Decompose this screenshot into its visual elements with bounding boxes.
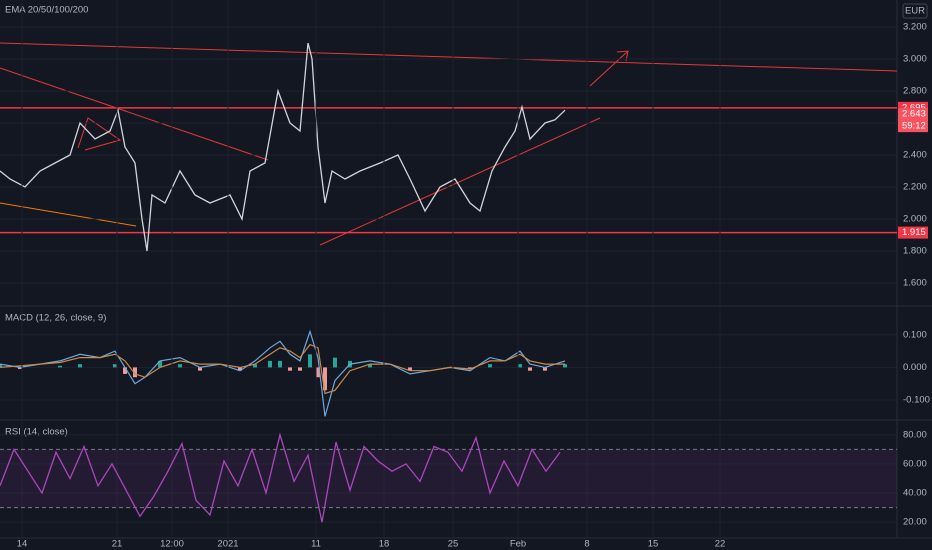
x-tick-label: 21 bbox=[112, 539, 123, 550]
histogram-bar bbox=[113, 364, 117, 368]
histogram-bar bbox=[268, 360, 272, 368]
series-line bbox=[0, 343, 565, 395]
histogram-bar bbox=[333, 357, 337, 368]
histogram-bar bbox=[278, 360, 282, 368]
histogram-bar bbox=[133, 367, 137, 378]
histogram-bar bbox=[323, 367, 327, 391]
drawing bbox=[0, 202, 137, 227]
last-price: 2.643 bbox=[902, 109, 926, 120]
y-tick-label: 80.00 bbox=[903, 429, 927, 440]
histogram-bar bbox=[308, 354, 312, 368]
series-line bbox=[0, 42, 566, 252]
histogram-bar bbox=[253, 364, 257, 368]
histogram-bar bbox=[488, 364, 492, 368]
indicator-title: MACD (12, 26, close, 9) bbox=[5, 313, 106, 324]
y-tick-label: 2.000 bbox=[903, 214, 927, 225]
histogram-bar bbox=[518, 364, 522, 368]
histogram-bar bbox=[368, 364, 372, 368]
histogram-bar bbox=[198, 367, 202, 371]
histogram-bar bbox=[123, 367, 127, 374]
level-label-box bbox=[898, 226, 928, 239]
y-tick-label: 60.00 bbox=[903, 458, 927, 469]
rsi-band-fill bbox=[0, 449, 897, 508]
y-tick-label: 2.200 bbox=[903, 182, 927, 193]
indicator-title: EMA 20/50/100/200 bbox=[5, 5, 88, 16]
x-tick-label: 2021 bbox=[217, 539, 238, 550]
countdown: 59:12 bbox=[902, 121, 926, 132]
last-price-box bbox=[898, 108, 928, 133]
x-tick-label: 25 bbox=[448, 539, 459, 550]
histogram-bar bbox=[288, 367, 292, 371]
histogram-bar bbox=[543, 367, 547, 371]
y-tick-label: 2.800 bbox=[903, 86, 927, 97]
histogram-bar bbox=[528, 367, 532, 371]
y-tick-label: 20.00 bbox=[903, 517, 927, 528]
y-tick-label: 0.100 bbox=[903, 329, 927, 340]
histogram-bar bbox=[58, 365, 62, 368]
level-label: 2.695 bbox=[902, 102, 926, 113]
histogram-bar bbox=[563, 364, 567, 368]
histogram-bar bbox=[238, 367, 242, 371]
histogram-bar bbox=[298, 367, 302, 371]
y-tick-label: 1.800 bbox=[903, 246, 927, 257]
x-tick-label: 12:00 bbox=[160, 539, 184, 550]
x-tick-label: Feb bbox=[510, 539, 526, 550]
histogram-bar bbox=[18, 367, 22, 370]
level-label: 1.915 bbox=[902, 227, 926, 238]
x-tick-label: 18 bbox=[379, 539, 390, 550]
y-tick-label: 40.00 bbox=[903, 488, 927, 499]
x-tick-label: 11 bbox=[311, 539, 321, 550]
y-tick-label: 2.400 bbox=[903, 150, 927, 161]
drawings bbox=[0, 42, 898, 246]
histogram-bar bbox=[408, 367, 412, 371]
x-tick-label: 14 bbox=[17, 539, 28, 550]
histogram-bar bbox=[78, 364, 82, 368]
y-tick-label: 3.200 bbox=[903, 22, 927, 33]
histogram-bar bbox=[316, 367, 320, 378]
y-tick-label: 3.000 bbox=[903, 54, 927, 65]
series-line bbox=[0, 329, 566, 417]
x-tick-label: 15 bbox=[648, 539, 659, 550]
histogram-bar bbox=[468, 367, 472, 370]
histogram-bar bbox=[0, 364, 2, 368]
indicator-title: RSI (14, close) bbox=[5, 427, 68, 438]
y-tick-label: -0.100 bbox=[903, 395, 930, 406]
y-tick-label: 1.600 bbox=[903, 278, 927, 289]
series-line bbox=[0, 432, 561, 523]
histogram-bar bbox=[158, 360, 162, 368]
x-tick-label: 8 bbox=[584, 539, 589, 550]
x-tick-label: 22 bbox=[715, 539, 726, 550]
y-tick-label: 0.000 bbox=[903, 362, 927, 373]
histogram-bar bbox=[178, 364, 182, 368]
currency-box bbox=[902, 3, 928, 19]
currency: EUR bbox=[905, 6, 925, 17]
